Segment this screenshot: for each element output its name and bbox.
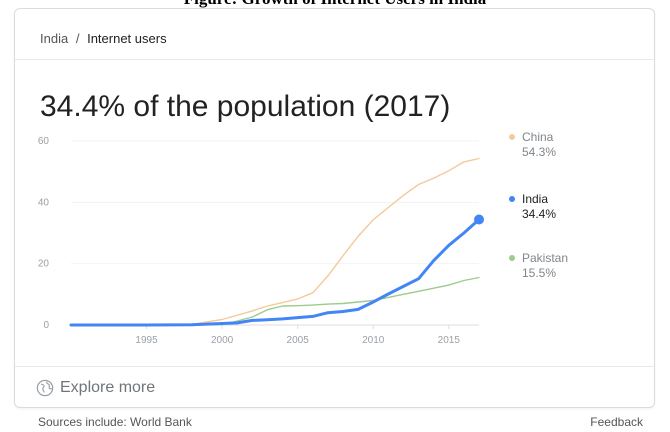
footer: Sources include: World Bank Feedback bbox=[14, 410, 655, 432]
legend-marker-pakistan bbox=[509, 255, 515, 261]
series-line-china bbox=[70, 157, 480, 326]
y-tick-label-0: 0 bbox=[43, 320, 49, 331]
breadcrumb-parent[interactable]: India bbox=[40, 31, 69, 46]
x-tick-label-2005: 2005 bbox=[287, 335, 310, 346]
explore-more-link[interactable]: Explore more bbox=[36, 377, 155, 399]
series-line-india bbox=[69, 218, 481, 327]
feedback-link[interactable]: Feedback bbox=[590, 415, 643, 429]
figure-caption: Figure: Growth of Internet Users in Indi… bbox=[0, 0, 670, 8]
legend-marker-china bbox=[509, 134, 515, 140]
legend-value-india: 34.4% bbox=[522, 207, 556, 221]
y-tick-label-40: 40 bbox=[38, 197, 50, 208]
series-endpoint-india bbox=[474, 214, 484, 225]
x-tick-label-1995: 1995 bbox=[135, 335, 158, 346]
legend-value-pakistan: 15.5% bbox=[522, 266, 556, 280]
explore-more-label: Explore more bbox=[60, 379, 156, 396]
breadcrumb-current: Internet users bbox=[87, 31, 167, 46]
sources-text: Sources include: World Bank bbox=[38, 415, 192, 429]
legend-name-pakistan: Pakistan bbox=[522, 251, 568, 265]
headline: 34.4% of the population (2017) bbox=[40, 90, 451, 123]
legend-value-china: 54.3% bbox=[522, 145, 556, 159]
knowledge-card: India / Internet users 34.4% of the popu… bbox=[14, 8, 655, 408]
breadcrumb-separator: / bbox=[75, 31, 80, 46]
x-tick-label-2000: 2000 bbox=[211, 335, 234, 346]
y-tick-label-60: 60 bbox=[38, 136, 50, 147]
breadcrumb: India / Internet users bbox=[40, 31, 167, 49]
legend-marker-india bbox=[509, 196, 515, 202]
bottom-divider bbox=[15, 366, 654, 367]
y-tick-label-20: 20 bbox=[38, 259, 50, 270]
x-tick-label-2015: 2015 bbox=[438, 335, 461, 346]
legend-name-india: India bbox=[522, 192, 548, 206]
top-divider bbox=[15, 59, 654, 60]
legend-name-china: China bbox=[522, 130, 554, 144]
x-tick-label-2010: 2010 bbox=[362, 335, 385, 346]
globe-icon bbox=[36, 379, 54, 397]
